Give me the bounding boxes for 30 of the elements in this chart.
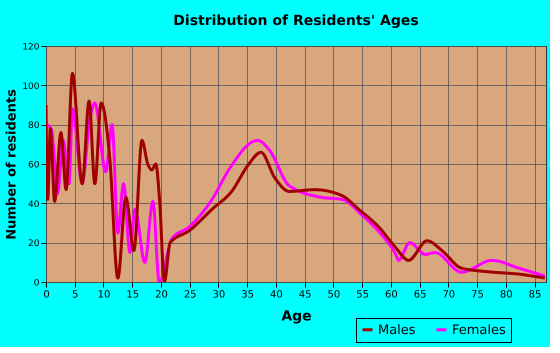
x-tick-label: 65 bbox=[414, 290, 426, 300]
y-tick-label: 120 bbox=[22, 42, 40, 52]
y-tick-label: 40 bbox=[28, 200, 40, 210]
x-axis-title: Age bbox=[281, 308, 312, 324]
x-tick-label: 15 bbox=[126, 290, 140, 300]
y-tick-label: 0 bbox=[34, 278, 40, 288]
x-tick-label: 35 bbox=[241, 290, 254, 300]
y-tick-label: 20 bbox=[28, 239, 40, 250]
x-tick-label: 85 bbox=[528, 290, 542, 300]
y-axis-title: Number of residents bbox=[4, 88, 20, 240]
legend-label: Males bbox=[378, 322, 416, 338]
x-tick-label: 45 bbox=[298, 290, 312, 300]
x-tick-label: 25 bbox=[184, 290, 197, 300]
y-tick-label: 80 bbox=[28, 121, 40, 132]
x-tick-label: 60 bbox=[384, 290, 398, 300]
x-tick-label: 55 bbox=[356, 290, 369, 300]
x-tick-label: 80 bbox=[500, 290, 513, 300]
x-tick-label: 40 bbox=[270, 290, 283, 300]
x-tick-label: 70 bbox=[442, 290, 456, 300]
x-tick-label: 75 bbox=[471, 290, 484, 300]
legend-label: Females bbox=[452, 322, 506, 338]
x-tick-label: 30 bbox=[212, 290, 226, 300]
x-tick-label: 5 bbox=[72, 290, 78, 300]
chart-title: Distribution of Residents' Ages bbox=[173, 13, 419, 29]
x-tick-label: 50 bbox=[327, 290, 340, 300]
x-tick-label: 0 bbox=[43, 290, 50, 300]
y-tick-label: 100 bbox=[22, 82, 40, 92]
y-tick-label: 60 bbox=[28, 160, 40, 170]
x-tick-label: 20 bbox=[155, 290, 168, 300]
x-tick-label: 10 bbox=[98, 290, 110, 300]
